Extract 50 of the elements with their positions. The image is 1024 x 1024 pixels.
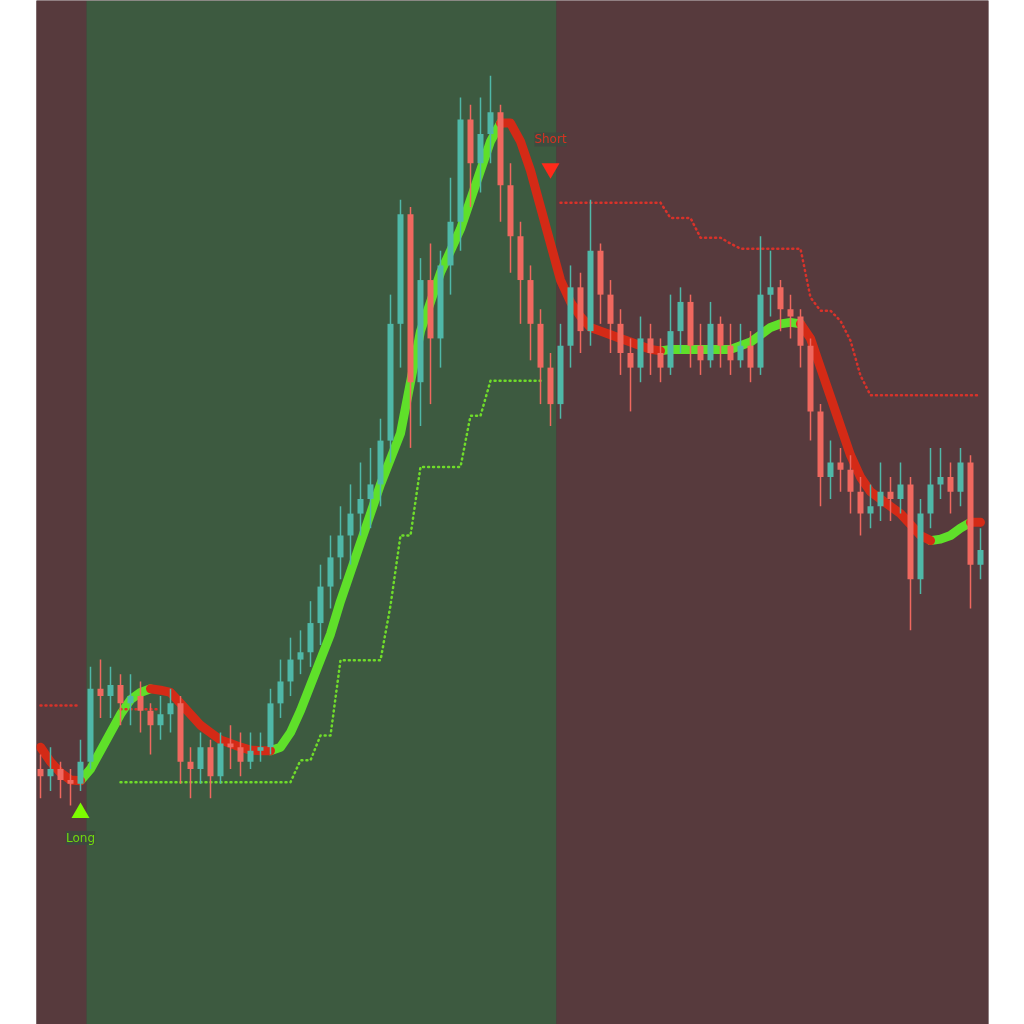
candlestick (147, 702, 154, 756)
candlestick (357, 461, 364, 537)
candlestick (347, 483, 354, 566)
candlestick (787, 293, 794, 340)
candlestick (57, 761, 64, 799)
candlestick (937, 447, 944, 500)
candlestick (287, 636, 294, 697)
candlestick (697, 323, 704, 376)
candlestick (737, 323, 744, 369)
candlestick (297, 629, 304, 675)
candlestick (857, 476, 864, 537)
candlestick (867, 483, 874, 529)
candlestick (37, 753, 44, 799)
candlestick (847, 454, 854, 515)
candlestick (67, 768, 74, 807)
candlestick (367, 447, 374, 529)
candlestick (237, 731, 244, 778)
candlestick (127, 673, 134, 727)
candlestick (947, 461, 954, 515)
candlestick (187, 746, 194, 799)
candlestick (47, 746, 54, 792)
candlestick (877, 461, 884, 522)
candlestick (827, 439, 834, 500)
candlestick (487, 74, 494, 165)
candlestick (197, 731, 204, 785)
candlestick (887, 476, 894, 522)
candlestick (767, 250, 774, 318)
candlestick (157, 695, 164, 741)
candlestick (247, 731, 254, 770)
candlestick (137, 680, 144, 734)
candlestick (977, 527, 984, 581)
candlestick (717, 315, 724, 369)
candlestick (727, 323, 734, 376)
candlestick (107, 666, 114, 719)
candlestick (257, 731, 264, 763)
candlestick (97, 658, 104, 719)
candlestick (277, 658, 284, 719)
candlestick (657, 337, 664, 383)
candlestick (627, 337, 634, 413)
candlestick (747, 330, 754, 383)
series-label: Long (65, 831, 96, 846)
series-label: Short (534, 132, 567, 147)
candlestick (337, 505, 344, 581)
candlestick (647, 323, 654, 376)
candlestick (77, 739, 84, 792)
candlestick (167, 688, 174, 734)
candlestick (117, 673, 124, 727)
candlestick (897, 461, 904, 515)
candlestick (777, 279, 784, 332)
candlestick (837, 447, 844, 493)
